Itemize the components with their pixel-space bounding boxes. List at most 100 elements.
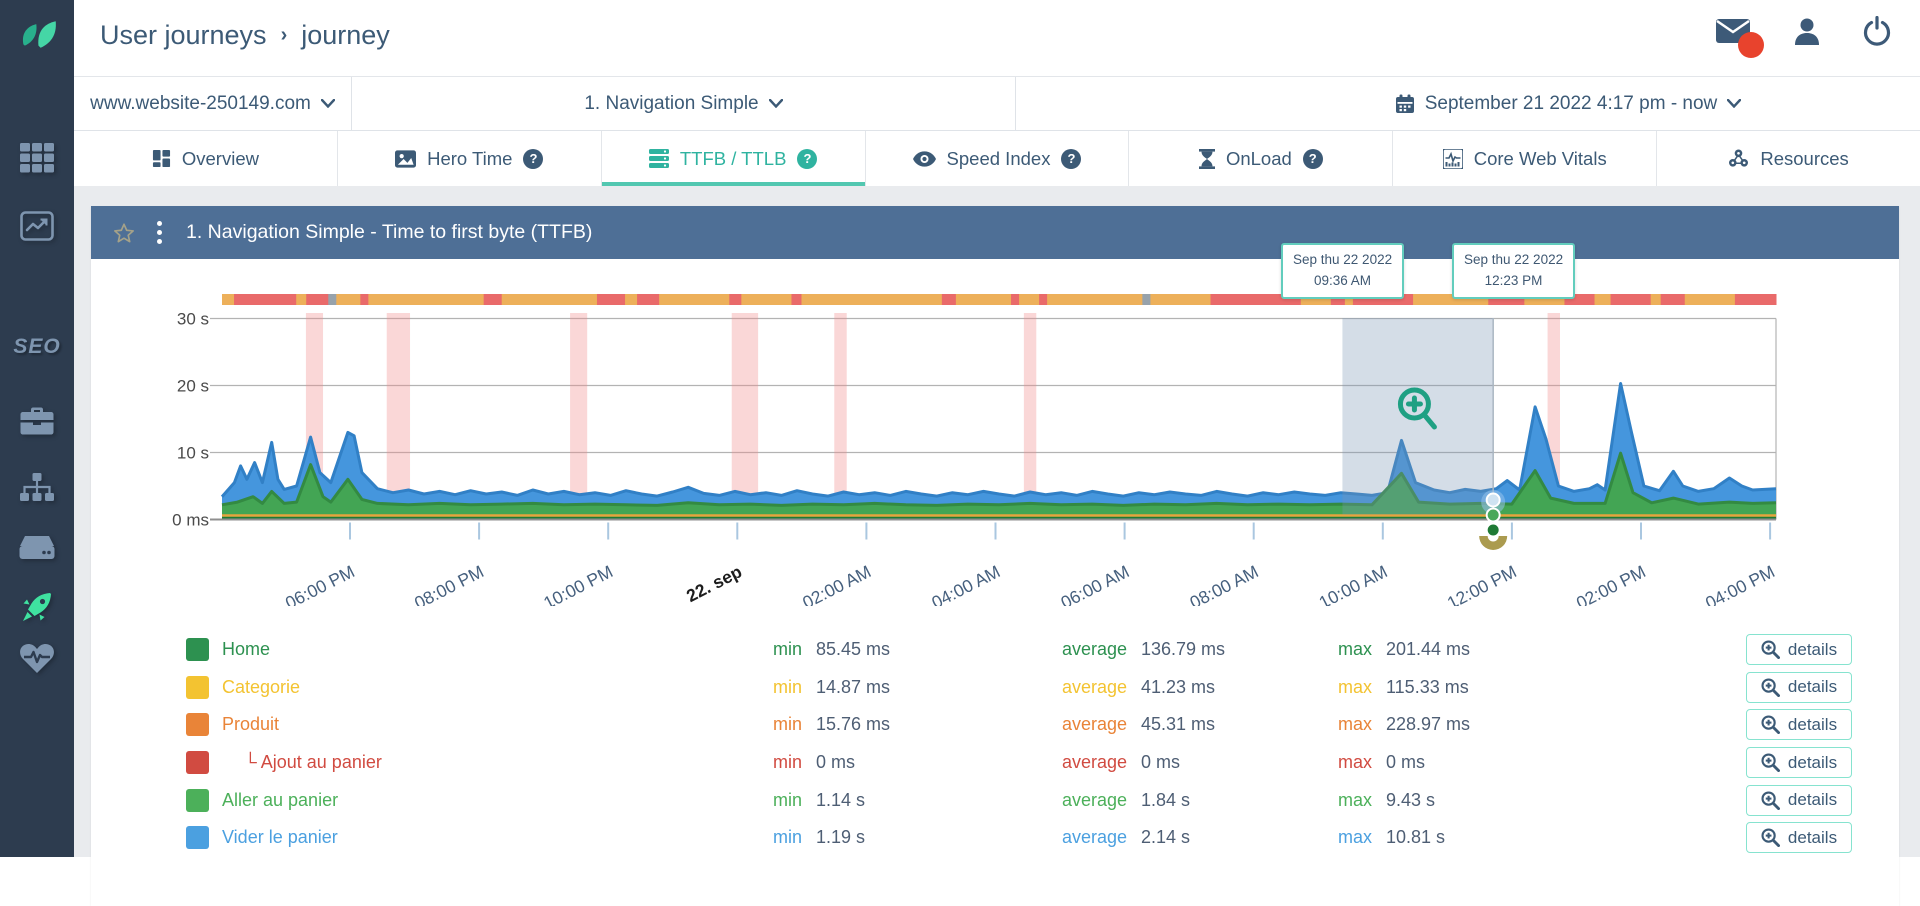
status-strip-segment [791,294,802,305]
x-axis-tick-label: 08:00 AM [1187,561,1262,606]
y-axis-tick-label: 30 s [177,310,209,329]
series-name[interactable]: Aller au panier [222,789,339,810]
average-value: 0 ms [1141,752,1181,773]
min-value: 14.87 ms [816,676,891,697]
scenario-dropdown-value: 1. Navigation Simple [584,92,759,114]
status-strip-segment [1734,294,1777,305]
x-axis-tick-label: 04:00 AM [928,561,1003,606]
x-axis-tick-label: 10:00 PM [540,561,616,606]
status-strip-segment [1488,294,1525,305]
status-strip-segment [1344,294,1354,305]
site-dropdown[interactable]: www.website-250149.com [74,77,352,130]
series-name[interactable]: Vider le panier [222,827,338,848]
status-strip-segment [328,294,337,305]
status-strip-segment [1150,294,1212,305]
series-name[interactable]: Categorie [222,676,301,697]
max-label: max [1337,639,1372,660]
series-name[interactable]: Produit [222,714,280,735]
series-legend: Home min 85.45 ms average 136.79 ms max 201.44… [91,631,1899,857]
tab-label: Hero Time [427,147,513,169]
series-color-swatch[interactable] [186,788,209,812]
selection-drag-handle[interactable] [1479,490,1508,550]
app-logo-leaf-icon[interactable] [0,0,74,74]
status-strip-segment [336,294,361,305]
chart-panel: 1. Navigation Simple - Time to first byt… [91,206,1899,906]
ttfb-chart[interactable]: 0 ms 10 s 20 s 30 s 06:00 PM 08:00 PM 10:00 PM… [91,206,1899,606]
tab-resources[interactable]: Resources [1656,131,1920,186]
sidebar-item-seo[interactable]: SEO [13,335,61,358]
favorite-star-icon[interactable] [113,222,135,244]
help-icon[interactable]: ? [797,148,818,169]
tab-hero-time[interactable]: Hero Time? [336,131,601,186]
details-button[interactable]: details [1746,671,1852,703]
tab-onload[interactable]: OnLoad? [1128,131,1392,186]
selection-end-tooltip: Sep thu 22 2022 12:23 PM [1452,243,1576,299]
help-icon[interactable]: ? [523,148,544,169]
sidebar-item-toolbox[interactable] [0,407,74,435]
incident-band [731,313,759,520]
details-button[interactable]: details [1746,822,1852,854]
tab-core-web-vitals[interactable]: Core Web Vitals [1392,131,1656,186]
overview-icon [152,149,171,168]
min-label: min [772,639,802,660]
account-icon[interactable] [1792,16,1822,51]
details-button[interactable]: details [1746,709,1852,741]
breadcrumb-current: journey [301,20,390,50]
scenario-dropdown[interactable]: 1. Navigation Simple [352,77,1016,130]
series-color-swatch[interactable] [186,713,209,737]
date-range-dropdown[interactable]: September 21 2022 4:17 pm - now [1016,77,1920,130]
calendar-icon [1395,94,1414,113]
tab-label: Resources [1760,147,1849,169]
max-value: 115.33 ms [1386,676,1469,697]
series-color-swatch[interactable] [186,751,209,775]
status-strip-segment [1594,294,1612,305]
sidebar-item-apps-grid[interactable] [0,143,74,173]
series-name[interactable]: └ Ajout au panier [244,752,382,773]
x-axis-tick-label: 04:00 PM [1702,561,1778,606]
resources-icon [1728,149,1749,168]
help-icon[interactable]: ? [1302,148,1323,169]
sidebar-item-sitemap[interactable] [0,473,74,503]
sidebar: SEO [0,0,74,857]
zoom-in-icon [1761,791,1780,810]
sidebar-item-health[interactable] [0,643,74,673]
breadcrumb-separator-icon: › [280,24,288,46]
series-color-swatch[interactable] [186,675,209,699]
max-label: max [1337,752,1372,773]
status-strip-segment [801,294,943,305]
details-button[interactable]: details [1746,747,1852,779]
details-button-label: details [1787,639,1838,659]
logout-power-icon[interactable] [1862,15,1892,51]
sidebar-item-server-drive[interactable] [0,534,74,560]
details-button[interactable]: details [1746,634,1852,666]
incident-band [834,313,847,520]
hourglass-icon [1198,148,1215,169]
status-strip-segment [625,294,638,305]
tab-overview[interactable]: Overview [74,131,337,186]
series-name[interactable]: Home [222,639,271,660]
messages-icon[interactable] [1716,17,1764,58]
details-button-label: details [1787,677,1838,697]
average-label: average [1061,827,1127,848]
details-button-label: details [1787,827,1838,847]
status-strip-segment [729,294,742,305]
sidebar-item-rocket[interactable] [0,590,74,624]
chevron-down-icon [768,99,783,108]
chevron-down-icon [320,99,335,108]
chevron-down-icon [1727,99,1742,108]
legend-row: Home min 85.45 ms average 136.79 ms max 201.44… [91,631,1899,669]
status-strip-segment [1047,294,1143,305]
zoom-in-icon [1761,678,1780,697]
series-color-swatch[interactable] [186,638,209,662]
tab-speed-index[interactable]: Speed Index? [864,131,1129,186]
help-icon[interactable]: ? [1061,148,1082,169]
panel-menu-kebab-icon[interactable] [157,221,162,244]
average-label: average [1061,639,1127,660]
tab-ttfb-ttlb[interactable]: TTFB / TTLB? [600,131,865,186]
details-button[interactable]: details [1746,784,1852,816]
breadcrumb-section[interactable]: User journeys [100,20,267,50]
series-color-swatch[interactable] [186,826,209,850]
sidebar-item-analytics[interactable] [0,211,74,241]
eye-icon [912,150,936,167]
y-axis-tick-label: 20 s [177,377,209,396]
